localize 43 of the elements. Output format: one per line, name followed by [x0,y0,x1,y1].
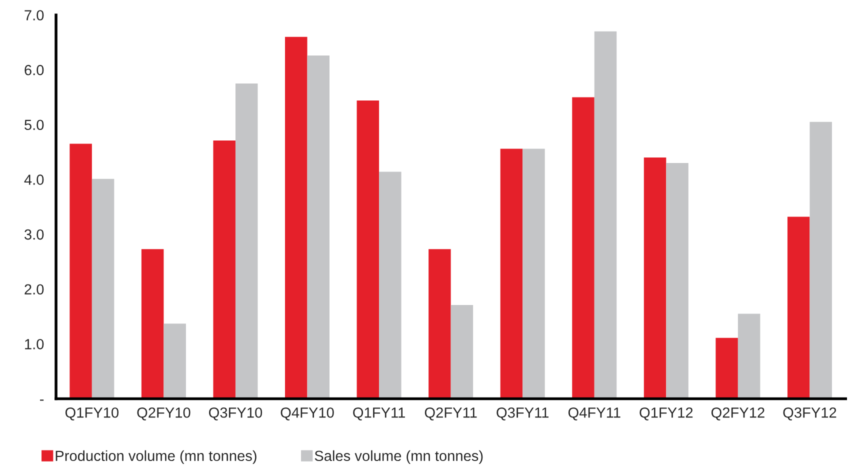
bar [141,249,164,399]
bar [450,304,474,399]
bar [356,100,380,399]
bar [379,172,402,399]
bar [213,140,236,399]
x-tick-label: Q2FY12 [711,407,764,420]
bar [572,97,594,399]
x-tick-label: Q3FY12 [783,407,836,420]
bar [70,144,92,399]
x-tick-label: Q3FY10 [209,407,262,420]
y-tick-label: 1.0 [25,339,44,350]
bar [738,314,760,399]
bar [164,324,186,399]
x-tick-label: Q4FY11 [568,407,620,420]
bar [428,249,451,399]
legend-label: Sales volume (mn tonnes) [314,450,483,464]
bar [810,122,832,399]
bar [644,158,666,399]
y-tick-label: 6.0 [24,64,44,76]
y-tick-label: - [40,400,44,401]
legend-label: Production volume (mn tonnes) [56,450,256,464]
x-tick-label: Q2FY11 [424,407,477,420]
bar [307,56,330,399]
y-tick-label: 3.0 [24,229,44,240]
x-tick-label: Q1FY11 [353,407,405,420]
bar [92,178,114,399]
bar [716,338,738,399]
x-tick-label: Q3FY11 [496,407,549,420]
y-tick-label: 5.0 [24,120,44,130]
x-tick-label: Q1FY10 [65,407,119,420]
bar [594,31,617,399]
bar [666,163,688,399]
bar [500,148,523,399]
y-tick-label: 7.0 [24,10,44,20]
bar [285,36,308,399]
bar [522,148,545,399]
x-tick-label: Q2FY10 [137,407,190,420]
bar [235,84,258,399]
x-tick-label: Q4FY10 [280,407,334,420]
y-tick-label: 2.0 [24,284,44,295]
y-tick-label: 4.0 [24,174,44,185]
bar [787,216,810,399]
x-tick-label: Q1FY12 [640,407,693,420]
